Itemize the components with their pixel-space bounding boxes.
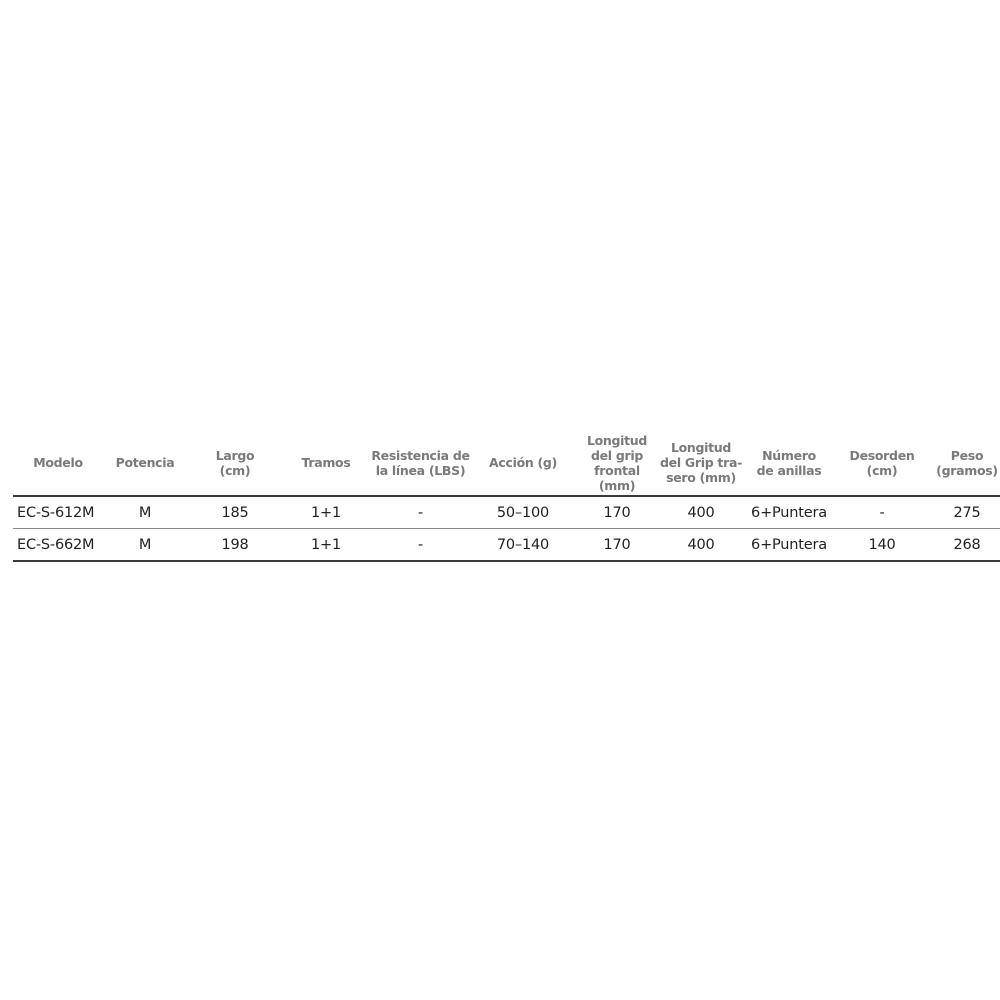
header-modelo: Modelo [33,455,83,470]
cell-anillas: 6+Puntera [742,495,836,529]
table-row: EC-S-612M M 185 1+1 - 50–100 170 400 6+P… [13,495,1000,529]
header-largo: Largo (cm) [215,447,255,478]
cell-modelo: EC-S-662M [13,528,103,562]
header-desorden: Desorden (cm) [849,447,915,478]
specs-table: Modelo Potencia Largo (cm) Tramos Resiste… [13,430,1000,562]
header-anillas: Número de anillas [756,447,822,478]
cell-peso: 275 [928,495,1000,529]
header-accion: Acción (g) [489,455,557,470]
cell-peso: 268 [928,528,1000,562]
header-tramos: Tramos [301,455,351,470]
header-resistencia: Resistencia de la línea (LBS) [371,447,470,478]
cell-potencia: M [103,495,187,529]
header-potencia: Potencia [115,455,175,470]
cell-desorden: 140 [836,528,928,562]
cell-tramos: 1+1 [283,528,369,562]
cell-potencia: M [103,528,187,562]
header-row: Modelo Potencia Largo (cm) Tramos Resiste… [13,430,1000,496]
cell-modelo: EC-S-612M [13,495,103,529]
header-grip-frontal: Longitud del grip frontal (mm) [586,432,648,493]
cell-grip-trasero: 400 [660,528,742,562]
cell-resistencia: - [369,528,472,562]
table-row: EC-S-662M M 198 1+1 - 70–140 170 400 6+P… [13,528,1000,562]
cell-grip-frontal: 170 [574,528,660,562]
header-peso: Peso (gramos) [936,447,998,478]
cell-resistencia: - [369,495,472,529]
cell-desorden: - [836,495,928,529]
cell-anillas: 6+Puntera [742,528,836,562]
cell-largo: 185 [187,495,283,529]
cell-grip-frontal: 170 [574,495,660,529]
cell-accion: 70–140 [472,528,574,562]
cell-accion: 50–100 [472,495,574,529]
cell-tramos: 1+1 [283,495,369,529]
cell-largo: 198 [187,528,283,562]
header-grip-trasero: Longitud del Grip tra-sero (mm) [660,440,742,485]
cell-grip-trasero: 400 [660,495,742,529]
